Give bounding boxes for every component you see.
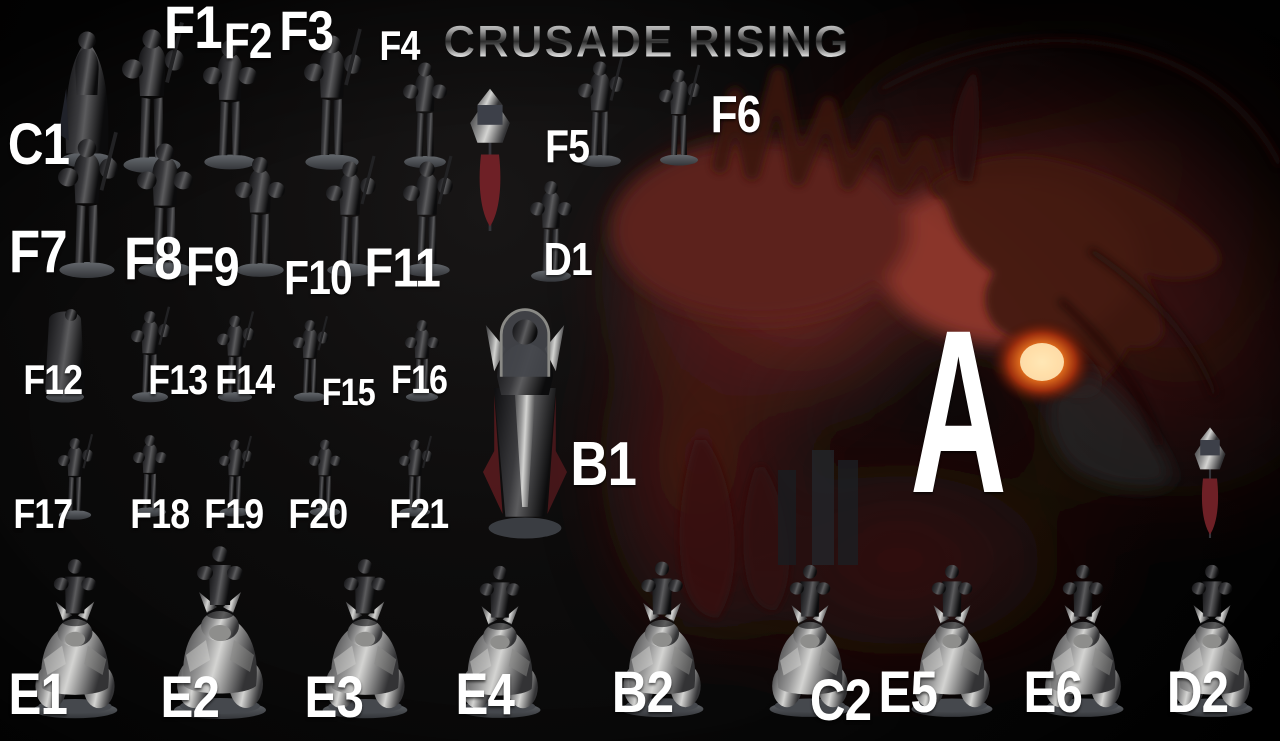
svg-text:CRUSADE RISING: CRUSADE RISING (443, 16, 850, 67)
